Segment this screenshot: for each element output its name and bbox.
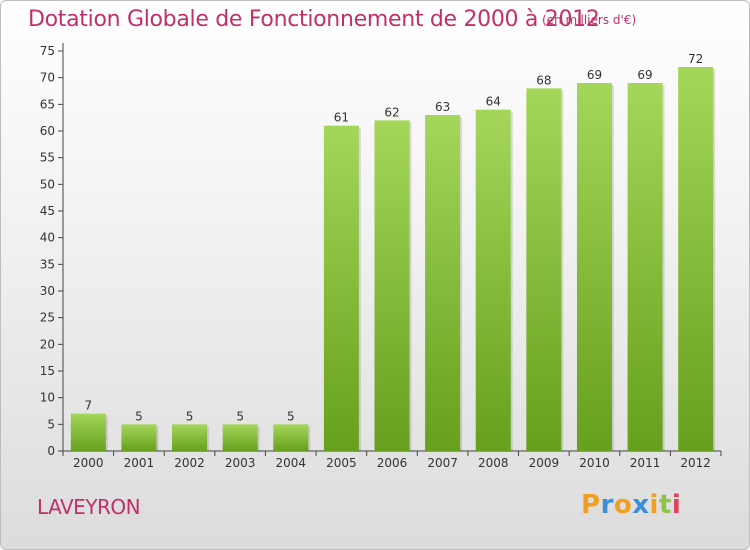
bar <box>222 424 258 451</box>
data-label: 62 <box>384 105 399 119</box>
x-tick-label: 2006 <box>377 456 408 470</box>
data-label: 5 <box>186 409 194 423</box>
y-tick-label: 25 <box>40 311 55 325</box>
bar <box>627 83 663 451</box>
data-label: 72 <box>688 52 703 66</box>
bar <box>475 109 511 452</box>
data-label: 63 <box>435 100 450 114</box>
logo-letter: i <box>671 490 682 520</box>
x-tick-label: 2008 <box>478 456 509 470</box>
y-tick-label: 10 <box>40 391 55 405</box>
logo-letter: o <box>613 490 633 520</box>
bar <box>526 88 562 451</box>
y-axis: 0 5 10 15 20 25 30 35 40 45 50 55 60 65 70 75 <box>40 43 64 458</box>
data-label: 61 <box>334 111 349 125</box>
logo-letter: t <box>658 490 672 520</box>
x-tick-label: 2001 <box>124 456 155 470</box>
y-tick-label: 40 <box>40 231 55 245</box>
x-tick-label: 2004 <box>275 456 306 470</box>
y-tick-label: 35 <box>40 257 55 271</box>
logo-letter: i <box>649 490 659 520</box>
x-tick-label: 2005 <box>326 456 357 470</box>
bar <box>374 120 410 451</box>
bar <box>678 67 714 451</box>
x-tick-label: 2011 <box>630 456 661 470</box>
data-label: 69 <box>637 68 652 82</box>
data-label: 64 <box>486 95 501 109</box>
logo-letter: P <box>581 490 601 520</box>
x-tick-label: 2002 <box>174 456 205 470</box>
bar <box>121 424 157 451</box>
y-tick-label: 60 <box>40 124 55 138</box>
logo-letter: x <box>632 490 650 520</box>
y-tick-label: 20 <box>40 337 55 351</box>
x-tick-label: 2010 <box>579 456 610 470</box>
y-tick-label: 15 <box>40 364 55 378</box>
y-tick-label: 5 <box>47 417 55 431</box>
y-tick-label: 45 <box>40 204 55 218</box>
proxiti-logo: Proxiti <box>581 490 681 520</box>
y-tick-label: 50 <box>40 177 55 191</box>
y-tick-label: 0 <box>47 444 55 458</box>
data-label: 69 <box>587 68 602 82</box>
chart-title: Dotation Globale de Fonctionnement de 20… <box>28 7 600 32</box>
x-tick-label: 2012 <box>680 456 711 470</box>
y-tick-label: 65 <box>40 97 55 111</box>
bar <box>273 424 309 451</box>
bar <box>323 125 359 452</box>
chart-subtitle: (en milliers d'€) <box>542 13 637 27</box>
logo-letter: r <box>600 490 614 520</box>
data-label: 7 <box>84 399 92 413</box>
x-tick-label: 2003 <box>225 456 256 470</box>
bar <box>172 424 208 451</box>
x-tick-label: 2009 <box>529 456 560 470</box>
bar <box>425 115 461 451</box>
data-label: 68 <box>536 73 551 87</box>
commune-name: LAVEYRON <box>37 495 141 519</box>
data-label: 5 <box>135 409 143 423</box>
x-axis: 2000 2001 2002 2003 2004 2005 2006 2007 2008 2009… <box>62 450 722 470</box>
bar <box>576 83 612 451</box>
data-label: 5 <box>236 409 244 423</box>
y-tick-label: 70 <box>40 71 55 85</box>
x-tick-label: 2007 <box>427 456 458 470</box>
y-tick-label: 75 <box>40 44 55 58</box>
data-labels: 7 5 5 5 5 61 62 63 64 68 69 69 72 <box>84 52 703 423</box>
bar <box>70 413 106 451</box>
data-label: 5 <box>287 409 295 423</box>
bars <box>70 67 716 452</box>
y-tick-label: 55 <box>40 151 55 165</box>
y-tick-label: 30 <box>40 284 55 298</box>
x-tick-label: 2000 <box>73 456 104 470</box>
